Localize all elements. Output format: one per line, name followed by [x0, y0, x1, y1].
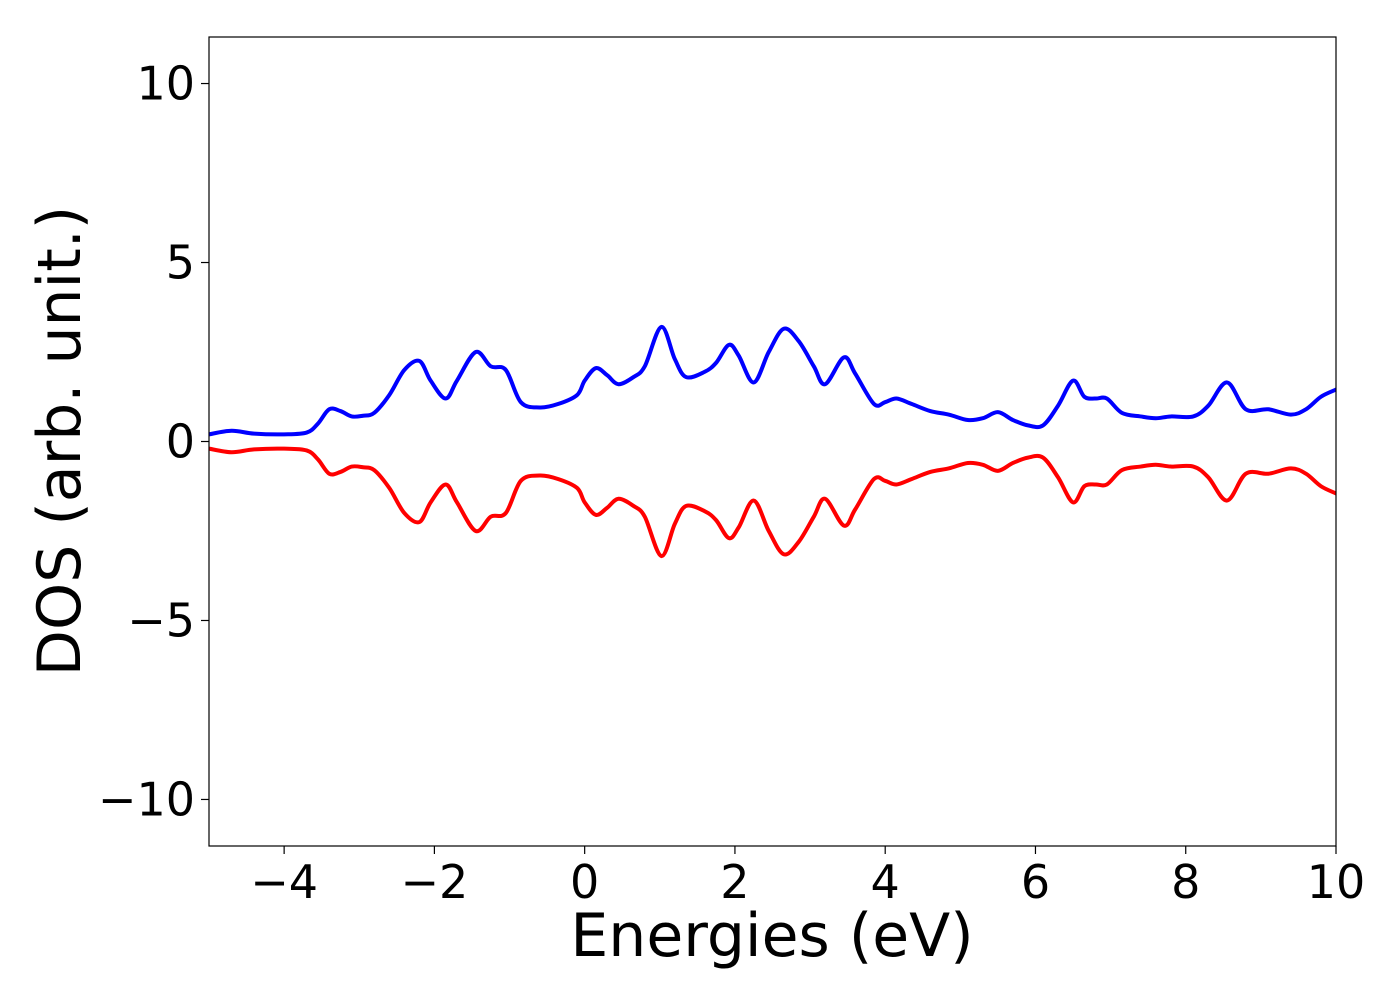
y-tick-label: 10 [136, 57, 195, 111]
y-tick-label: 5 [166, 236, 195, 290]
y-tick-label: −5 [127, 593, 195, 647]
x-tick-label: 4 [871, 855, 900, 909]
y-tick-label: 0 [166, 415, 195, 469]
x-tick-label: −2 [400, 855, 468, 909]
x-axis-label: Energies (eV) [570, 901, 973, 971]
x-tick-label: 8 [1171, 855, 1200, 909]
x-axis-ticks: −4 −2 0 2 4 6 8 10 [250, 846, 1365, 909]
x-tick-label: −4 [250, 855, 318, 909]
x-tick-label: 6 [1021, 855, 1050, 909]
series-line-2 [209, 446, 1336, 559]
series-line-1 [209, 324, 1336, 437]
series-layer [209, 324, 1336, 559]
x-tick-label: 2 [720, 855, 749, 909]
y-tick-label: −10 [98, 772, 195, 826]
y-axis-label: DOS (arb. unit.) [25, 206, 95, 676]
y-axis-ticks: 10 5 0 −5 −10 [98, 57, 209, 826]
x-tick-label: 0 [570, 855, 599, 909]
x-tick-label: 10 [1307, 855, 1366, 909]
